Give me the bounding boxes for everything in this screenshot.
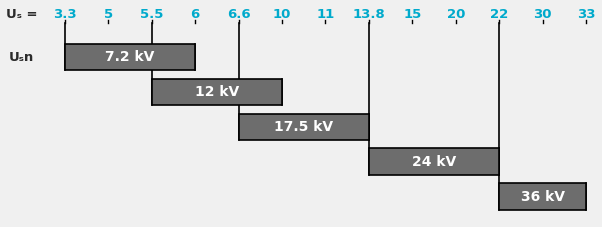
Text: 10: 10 — [273, 8, 291, 21]
Text: 33: 33 — [577, 8, 595, 21]
FancyBboxPatch shape — [238, 114, 369, 140]
Text: 15: 15 — [403, 8, 421, 21]
Text: 12 kV: 12 kV — [194, 85, 239, 99]
Text: 24 kV: 24 kV — [412, 155, 456, 169]
FancyBboxPatch shape — [65, 44, 195, 70]
Text: 17.5 kV: 17.5 kV — [274, 120, 334, 134]
FancyBboxPatch shape — [499, 183, 586, 210]
Text: Uₛ =: Uₛ = — [5, 8, 37, 21]
Text: Uₛn: Uₛn — [8, 51, 34, 64]
Text: 22: 22 — [490, 8, 509, 21]
Text: 11: 11 — [316, 8, 335, 21]
Text: 3.3: 3.3 — [53, 8, 76, 21]
Text: 6.6: 6.6 — [227, 8, 250, 21]
Text: 36 kV: 36 kV — [521, 190, 565, 204]
Text: 13.8: 13.8 — [353, 8, 385, 21]
FancyBboxPatch shape — [152, 79, 282, 105]
Text: 7.2 kV: 7.2 kV — [105, 50, 155, 64]
Text: 20: 20 — [447, 8, 465, 21]
Text: 5: 5 — [104, 8, 113, 21]
Text: 5.5: 5.5 — [140, 8, 163, 21]
FancyBboxPatch shape — [369, 148, 499, 175]
Text: 6: 6 — [190, 8, 200, 21]
Text: 30: 30 — [533, 8, 552, 21]
